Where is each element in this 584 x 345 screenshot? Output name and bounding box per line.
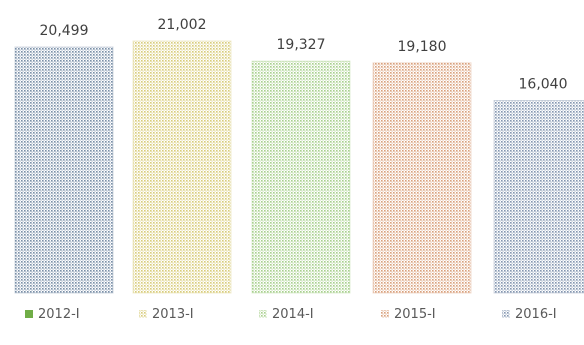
value-label-2012-I: 20,499 bbox=[40, 23, 89, 39]
value-label-2014-I: 19,327 bbox=[277, 37, 326, 53]
legend-label-2014-I: 2014-I bbox=[272, 307, 314, 322]
legend-swatch-2012-I bbox=[25, 310, 33, 318]
bar-2016-I bbox=[493, 100, 584, 294]
legend-swatch-2015-I bbox=[381, 310, 389, 318]
legend-swatch-2014-I bbox=[259, 310, 267, 318]
legend-label-2016-I: 2016-I bbox=[515, 307, 557, 322]
bar-2013-I bbox=[132, 40, 232, 294]
bar-2012-I bbox=[14, 46, 114, 294]
bars-group bbox=[14, 40, 584, 294]
value-label-2015-I: 19,180 bbox=[398, 39, 447, 55]
value-label-2013-I: 21,002 bbox=[158, 17, 207, 33]
value-labels-group: 20,499 21,002 19,327 19,180 16,040 bbox=[40, 17, 568, 93]
legend-swatch-2013-I bbox=[139, 310, 147, 318]
legend-label-2012-I: 2012-I bbox=[38, 307, 80, 322]
legend-swatch-2016-I bbox=[502, 310, 510, 318]
legend-label-2015-I: 2015-I bbox=[394, 307, 436, 322]
legend: 2012-I 2013-I 2014-I 2015-I 2016-I bbox=[25, 307, 557, 322]
legend-label-2013-I: 2013-I bbox=[152, 307, 194, 322]
value-label-2016-I: 16,040 bbox=[519, 77, 568, 93]
bar-2014-I bbox=[251, 60, 351, 294]
bar-2015-I bbox=[372, 62, 472, 294]
